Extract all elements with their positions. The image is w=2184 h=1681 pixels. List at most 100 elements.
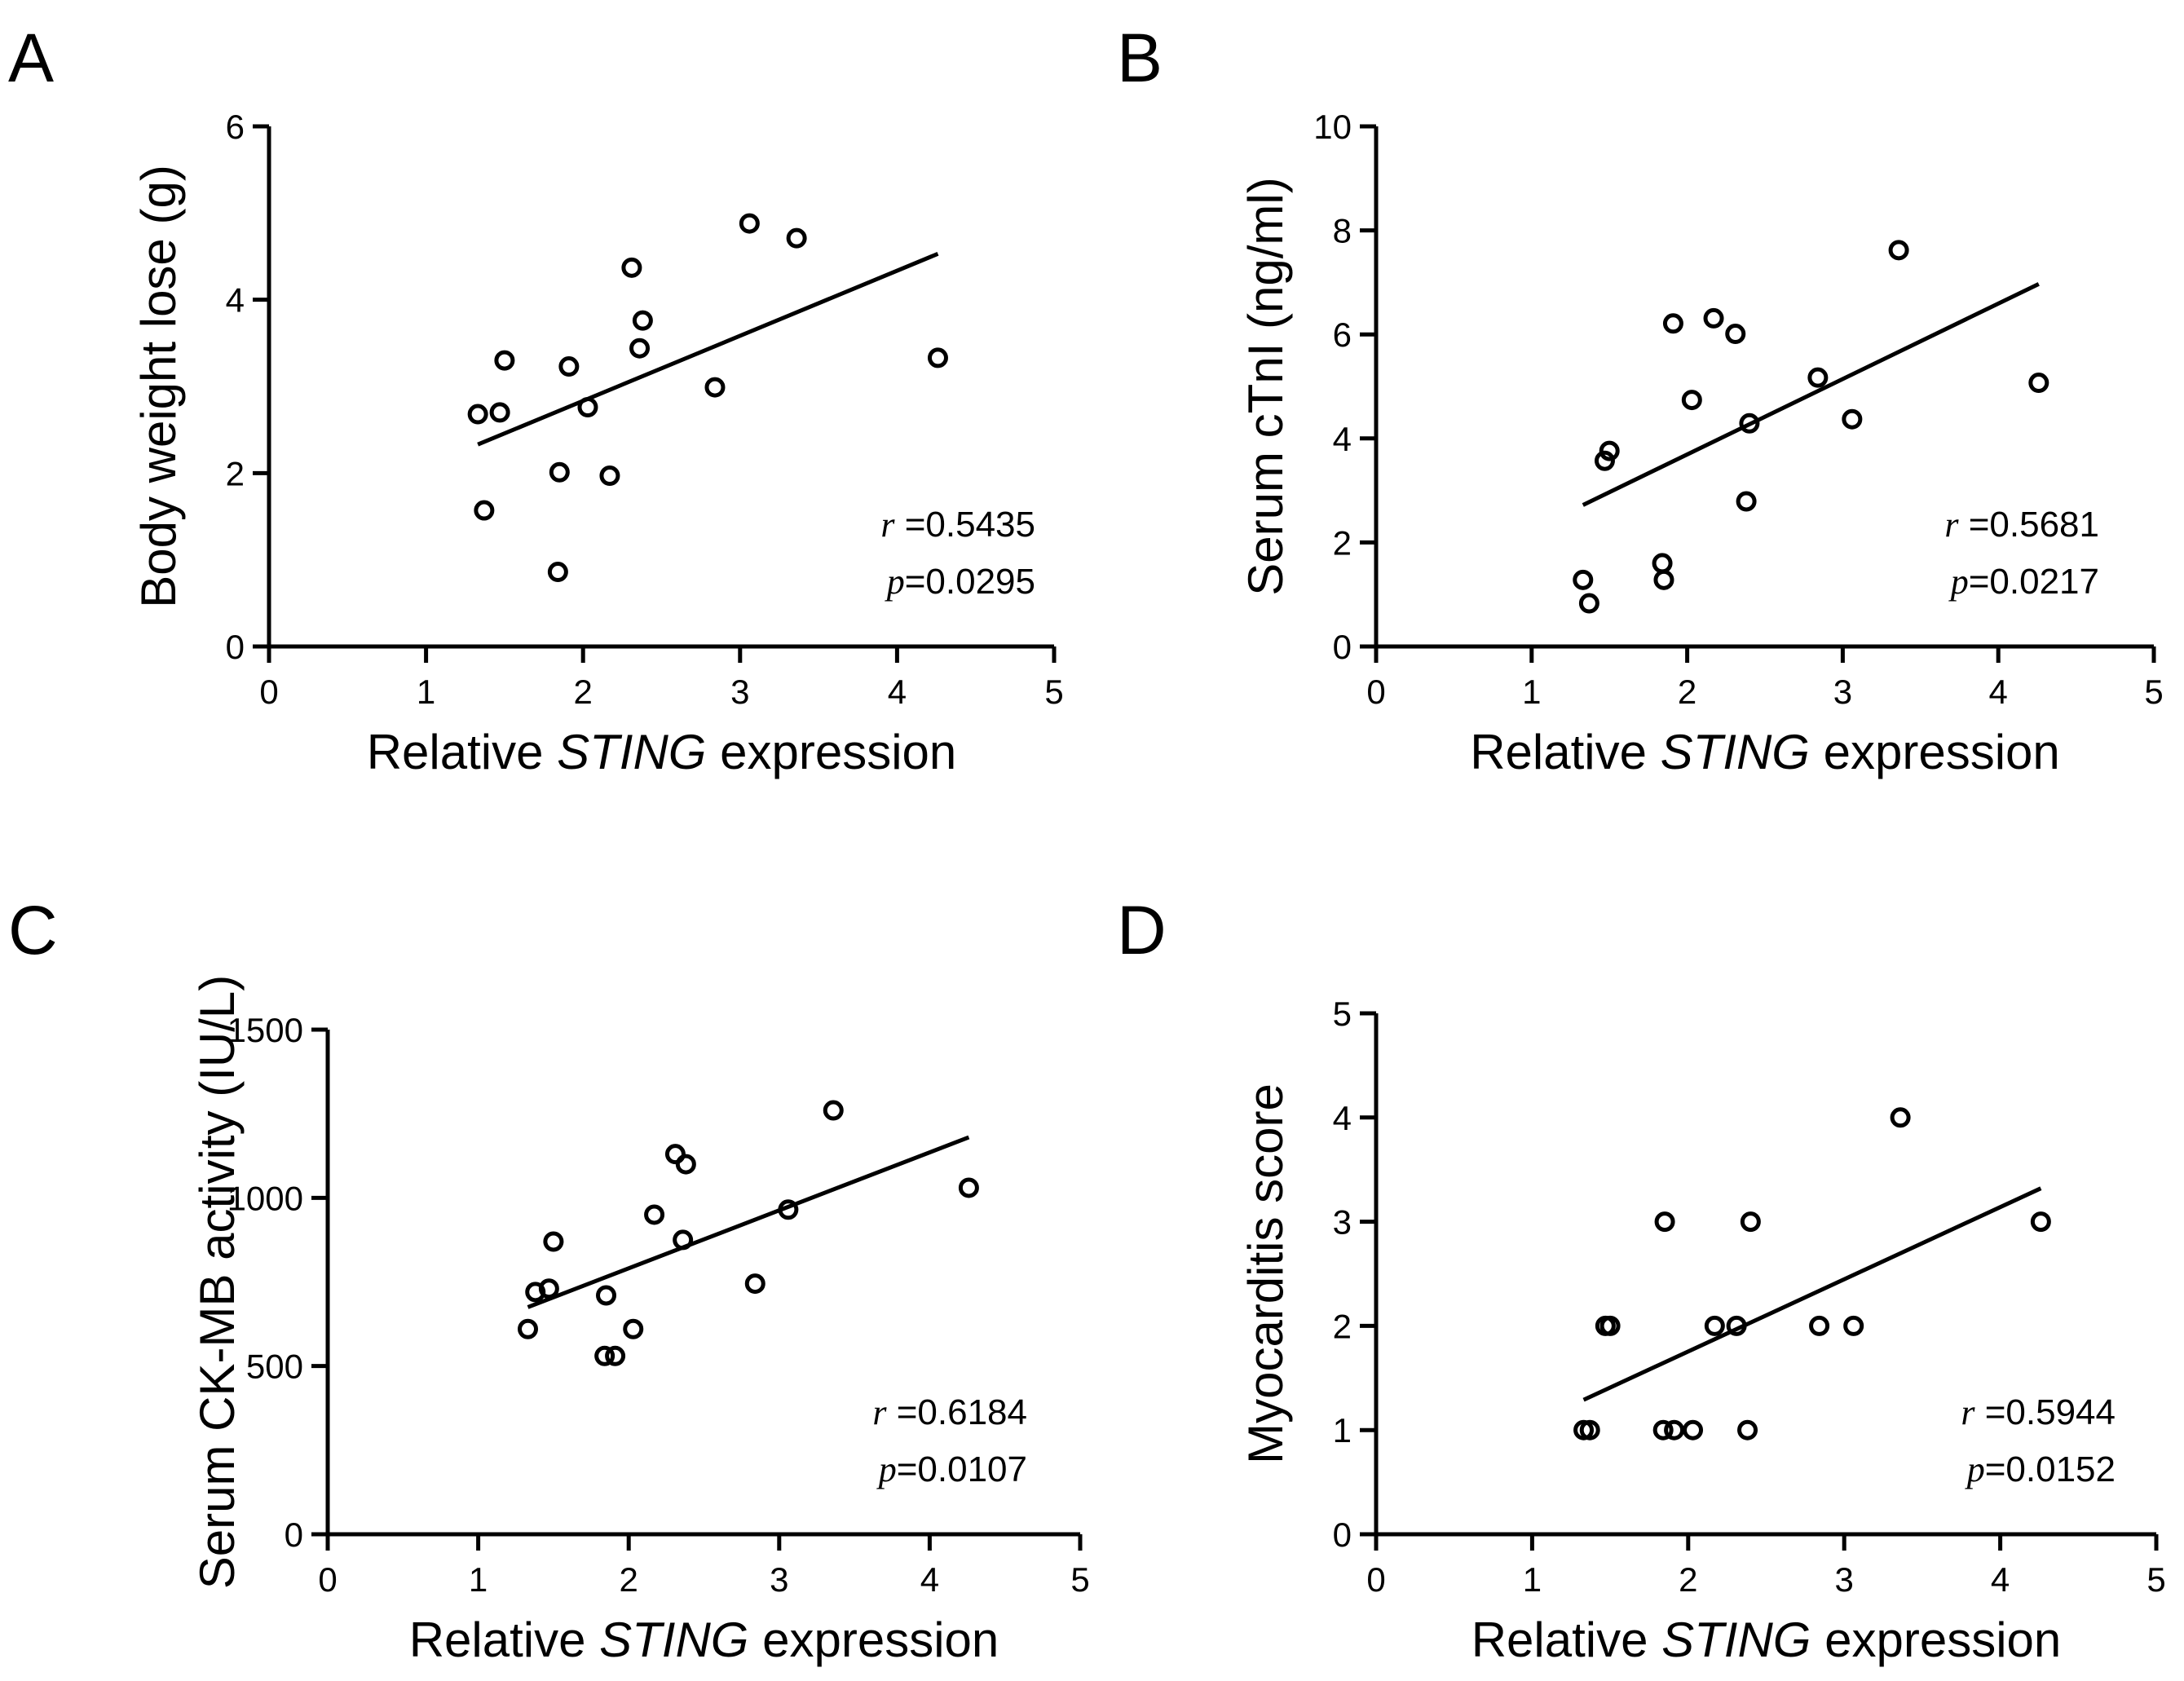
- panel-a-regression-line: [477, 252, 939, 447]
- panel-c-data-point: [605, 1345, 626, 1366]
- panel-b-plot: 0 1 2 3 4 5 0 2 4 6 8 10: [1313, 108, 2163, 711]
- panel-c-data-point: [596, 1285, 617, 1306]
- panel-d-data-point: [1737, 1419, 1758, 1441]
- panel-d-x-tick-label: 5: [2146, 1560, 2165, 1599]
- panel-a-x-tick-label: 4: [888, 673, 907, 711]
- panel-a: A 0 1 2 3 4 5 0 2 4 6 Body weight lose (g) Relati…: [8, 20, 1064, 779]
- panel-d-x-tick-label: 2: [1679, 1560, 1697, 1599]
- panel-a-x-tick-label: 5: [1044, 673, 1063, 711]
- panel-c-data-point: [594, 1345, 615, 1366]
- panel-c-y-tick-label: 0: [285, 1516, 303, 1554]
- panel-d-data-point: [1843, 1315, 1864, 1336]
- panel-a-y-tick-label: 4: [226, 281, 245, 320]
- panel-c: C 0 1 2 3 4 5 0 500 1000 1500 Serum CK-MB activit…: [8, 892, 1090, 1667]
- panel-a-data-point: [558, 356, 580, 377]
- panel-a-data-point: [786, 227, 807, 249]
- panel-c-data-point: [623, 1318, 644, 1339]
- panel-b-x-tick-label: 4: [1989, 673, 2008, 711]
- panel-c-data-point: [664, 1144, 686, 1165]
- panel-a-data-point: [739, 213, 760, 234]
- panel-d-data-point: [1664, 1419, 1685, 1441]
- panel-a-data-point: [704, 377, 726, 398]
- panel-a-plot: 0 1 2 3 4 5 0 2 4 6: [226, 108, 1064, 711]
- panel-d-y-tick-label: 1: [1333, 1411, 1352, 1449]
- panel-a-x-tick-label: 2: [574, 673, 593, 711]
- panel-b-data-point: [1725, 324, 1746, 345]
- panel-b-y-tick-label: 2: [1333, 523, 1352, 562]
- panel-letter-c: C: [8, 892, 58, 968]
- panel-b-data-point: [1888, 240, 1909, 261]
- panel-d-plot: 0 1 2 3 4 5 0 1 2 3 4 5: [1333, 995, 2166, 1599]
- panel-b-data-point: [1736, 491, 1757, 512]
- panel-d-y-axis-title: Myocarditis score: [1238, 1083, 1293, 1464]
- panel-d-y-tick-label: 2: [1333, 1307, 1352, 1345]
- panel-a-x-axis-title: Relative STING expression: [367, 725, 957, 779]
- panel-letter-a: A: [8, 20, 54, 96]
- panel-c-y-tick-label: 1000: [227, 1179, 303, 1217]
- panel-b-x-tick-label: 3: [1833, 673, 1852, 711]
- panel-d-data-point: [1652, 1419, 1674, 1441]
- panel-b-data-point: [1573, 569, 1594, 590]
- panel-a-y-tick-label: 2: [226, 454, 245, 492]
- panel-a-r-annotation: r =0.5435: [880, 505, 1035, 545]
- panel-d-x-tick-label: 0: [1366, 1560, 1385, 1599]
- panel-b-data-point: [1807, 367, 1829, 388]
- panel-d-data-point: [1740, 1211, 1761, 1233]
- panel-b-x-tick-label: 5: [2144, 673, 2163, 711]
- panel-d-data-point: [1579, 1419, 1600, 1441]
- panel-c-y-tick-label: 1500: [227, 1011, 303, 1049]
- panel-c-y-tick-label: 500: [246, 1348, 303, 1386]
- panel-letter-b: B: [1117, 20, 1163, 96]
- panel-a-x-tick-label: 3: [730, 673, 749, 711]
- panel-b-y-tick-label: 4: [1333, 420, 1352, 458]
- panel-b-data-point: [1681, 390, 1702, 411]
- panel-b-data-point: [1652, 553, 1673, 574]
- panel-b-data-point: [1653, 569, 1674, 590]
- panel-a-y-tick-label: 0: [226, 628, 245, 666]
- panel-c-data-point: [958, 1177, 979, 1198]
- panel-d-x-tick-label: 4: [1991, 1560, 2010, 1599]
- panel-b-data-point: [1662, 313, 1683, 334]
- panel-b-x-tick-label: 0: [1366, 673, 1385, 711]
- panel-a-data-point: [577, 397, 598, 418]
- panel-a-x-tick-label: 1: [417, 673, 435, 711]
- panel-b-r-annotation: r =0.5681: [1944, 505, 2099, 545]
- panel-b-y-tick-label: 8: [1333, 212, 1352, 250]
- panel-d-data-point: [1654, 1211, 1675, 1233]
- panel-b-p-annotation: p=0.0217: [1948, 562, 2099, 602]
- panel-letter-d: D: [1117, 892, 1167, 968]
- panel-b-y-tick-label: 10: [1313, 108, 1352, 146]
- panel-c-y-axis-title: Serum CK-MB activity (IU/L): [190, 975, 245, 1589]
- panel-b-data-point: [1594, 450, 1615, 471]
- panel-d-x-tick-label: 3: [1835, 1560, 1854, 1599]
- panel-c-data-point: [644, 1204, 665, 1225]
- panel-b-x-tick-label: 1: [1522, 673, 1541, 711]
- panel-d-regression-line: [1582, 1186, 2042, 1402]
- panel-b-x-tick-label: 2: [1678, 673, 1696, 711]
- panel-c-data-point: [543, 1231, 564, 1252]
- panel-b: B 0 1 2 3 4 5 0 2 4 6 8 10 Serum cTnI (ng/ml) Relat…: [1117, 20, 2164, 779]
- panel-b-x-axis-title: Relative STING expression: [1470, 725, 2060, 779]
- panel-a-p-annotation: p=0.0295: [885, 562, 1035, 602]
- panel-d-y-tick-label: 3: [1333, 1203, 1352, 1242]
- panel-d-r-annotation: r =0.5944: [1961, 1392, 2116, 1432]
- panel-b-data-point: [1703, 307, 1724, 329]
- panel-b-data-point: [1599, 440, 1620, 461]
- panel-b-data-point: [2028, 373, 2049, 394]
- panel-b-data-point: [1739, 413, 1760, 434]
- panel-d-data-point: [1683, 1419, 1704, 1441]
- panel-c-data-point: [518, 1318, 539, 1339]
- panel-a-data-point: [467, 404, 488, 425]
- panel-c-x-tick-label: 4: [920, 1560, 939, 1599]
- panel-c-x-tick-label: 3: [770, 1560, 788, 1599]
- panel-a-y-tick-label: 6: [226, 108, 245, 146]
- panel-b-regression-line: [1582, 282, 2040, 507]
- panel-d-x-axis-title: Relative STING expression: [1471, 1613, 2062, 1667]
- panel-c-data-point: [675, 1154, 696, 1175]
- panel-c-data-point: [673, 1229, 694, 1251]
- panel-c-regression-line: [527, 1135, 970, 1309]
- panel-c-r-annotation: r =0.6184: [872, 1392, 1027, 1432]
- panel-c-data-point: [778, 1199, 799, 1220]
- panel-d-y-tick-label: 5: [1333, 995, 1352, 1033]
